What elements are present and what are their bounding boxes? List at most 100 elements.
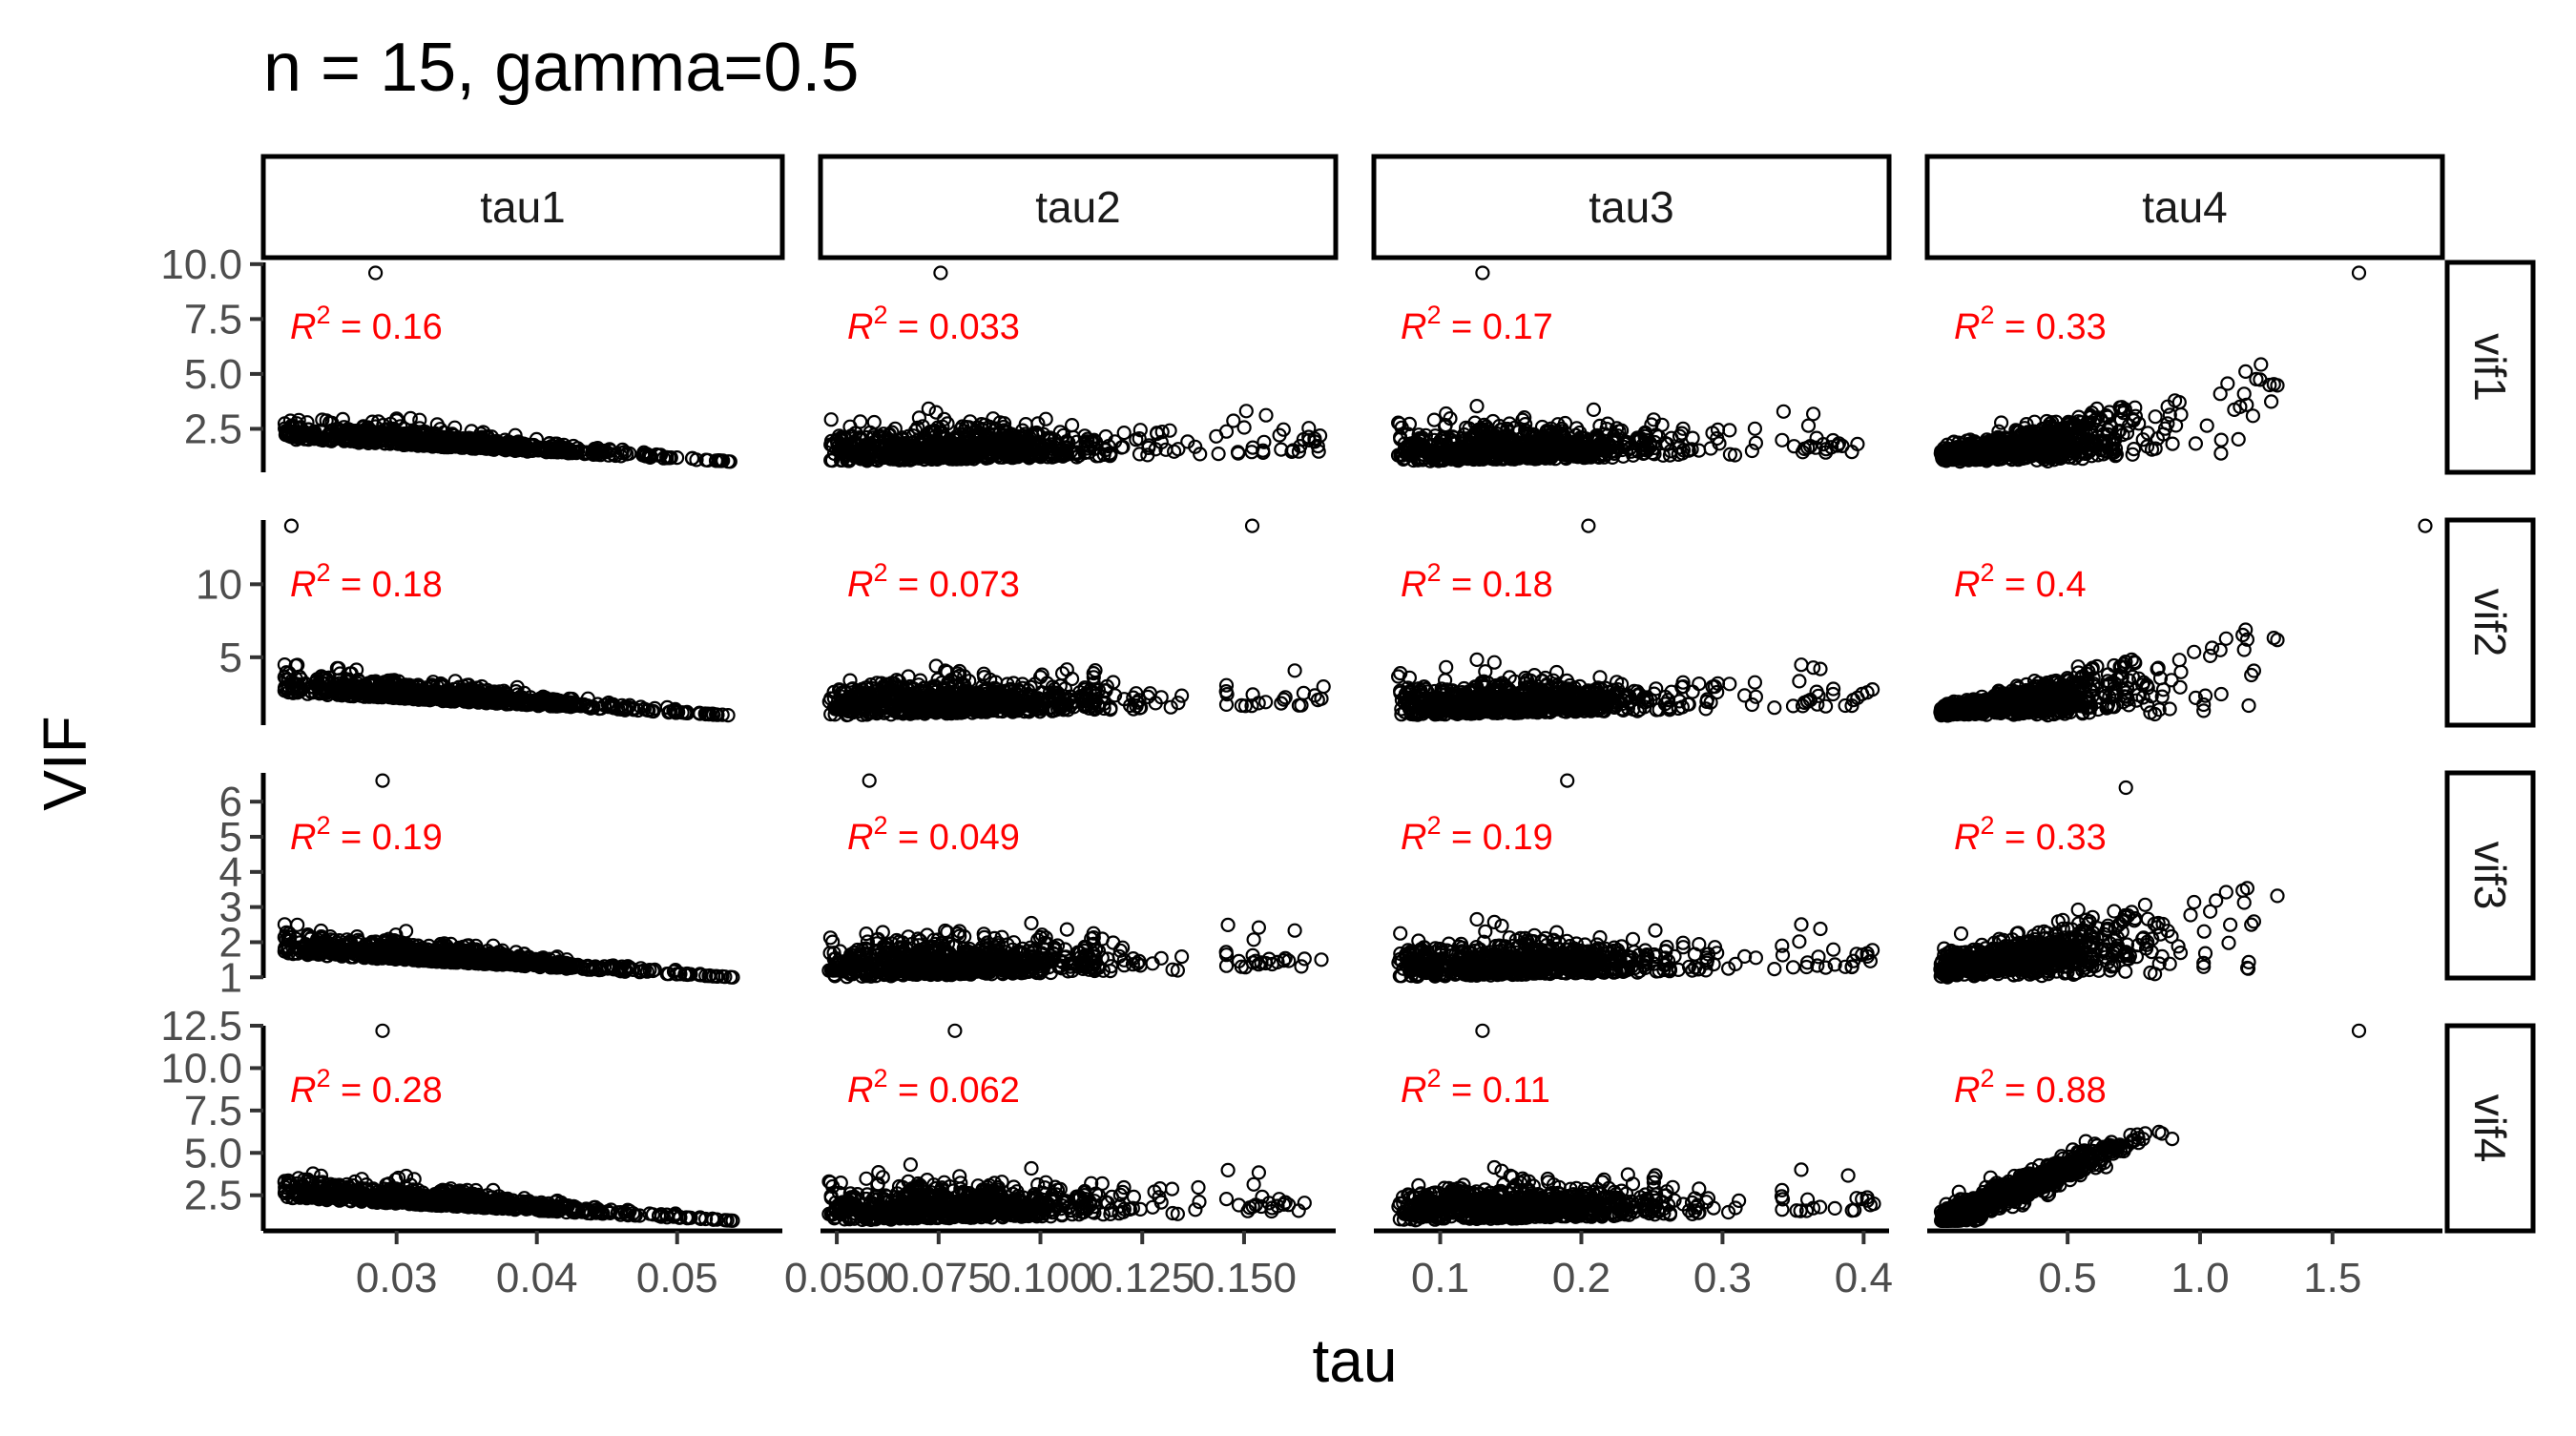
panel-tau1-vif1: R2 = 0.16 — [277, 265, 737, 469]
scatter-point — [1775, 432, 1790, 447]
scatter-point — [1274, 442, 1289, 457]
scatter-point — [1776, 404, 1792, 419]
scatter-point — [1994, 415, 2009, 430]
scatter-point — [473, 427, 488, 442]
scatter-point — [842, 673, 858, 688]
scatter-points — [277, 518, 736, 723]
column-strip-tau3: tau3 — [1371, 154, 1892, 260]
scatter-point — [1171, 442, 1186, 457]
scatter-point — [1180, 434, 1195, 449]
scatter-point — [360, 420, 375, 435]
row-strip-vif1: vif1 — [2444, 260, 2536, 475]
scatter-point — [1256, 443, 1271, 458]
scatter-point — [870, 453, 885, 468]
scatter-points — [1933, 265, 2367, 469]
chart-title: n = 15, gamma=0.5 — [263, 30, 859, 106]
scatter-point — [1794, 657, 1809, 673]
panel-tau1-vif2: R2 = 0.18 — [277, 518, 736, 723]
scatter-point — [1257, 434, 1272, 449]
scatter-point — [2213, 446, 2229, 461]
scatter-point — [1258, 407, 1274, 423]
scatter-point — [908, 450, 924, 466]
column-strip-label: tau4 — [2142, 182, 2228, 232]
scatter-point — [830, 436, 845, 451]
scatter-point — [449, 431, 465, 447]
scatter-point — [921, 401, 936, 416]
scatter-point — [1064, 418, 1080, 433]
scatter-point — [434, 439, 449, 454]
scatter-point — [1132, 423, 1148, 438]
scatter-points — [1390, 265, 1865, 468]
scatter-point — [366, 434, 383, 449]
row-strip-box — [2444, 770, 2536, 981]
scatter-points — [823, 265, 1328, 468]
scatter-point — [1469, 652, 1485, 668]
scatter-point — [994, 436, 1009, 451]
scatter-point — [1140, 447, 1155, 463]
scatter-point — [928, 405, 944, 420]
scatter-point — [2254, 357, 2269, 372]
row-strip-vif3: vif3 — [2444, 770, 2536, 981]
scatter-point — [1226, 413, 1241, 428]
scatter-point — [1078, 436, 1093, 451]
scatter-point — [566, 438, 581, 454]
scatter-point — [2199, 418, 2214, 433]
scatter-point — [544, 445, 559, 460]
scatter-point — [1722, 423, 1737, 438]
panel-tau3-vif1: R2 = 0.17 — [1390, 265, 1865, 468]
scatter-point — [1287, 663, 1302, 678]
scatter-point — [866, 427, 882, 443]
scatter-point — [2231, 431, 2246, 447]
scatter-point — [2212, 386, 2228, 402]
scatter-point — [2264, 394, 2279, 409]
scatter-point — [1293, 439, 1308, 454]
scatter-point — [1059, 434, 1074, 449]
scatter-point — [1038, 411, 1053, 427]
scatter-point — [312, 423, 327, 438]
scatter-point — [376, 417, 391, 433]
panel-tau2-vif2: R2 = 0.073 — [821, 518, 1331, 723]
column-strip-tau2: tau2 — [818, 154, 1339, 260]
scatter-point — [1116, 426, 1132, 441]
scatter-point — [526, 437, 542, 453]
scatter-point — [1162, 423, 1177, 438]
scatter-point — [689, 452, 704, 468]
panel-tau2-vif1: R2 = 0.033 — [823, 265, 1328, 468]
scatter-point — [285, 420, 301, 435]
scatter-point — [283, 518, 299, 533]
scatter-point — [497, 440, 512, 455]
scatter-point — [2188, 436, 2203, 451]
row-strip-label: vif4 — [2465, 1094, 2515, 1163]
scatter-point — [978, 449, 993, 465]
column-strip-label: tau2 — [1035, 182, 1121, 232]
row-strip-box — [2444, 1023, 2536, 1234]
scatter-point — [1238, 404, 1254, 419]
row-strip-box — [2444, 517, 2536, 728]
scatter-point — [635, 447, 651, 463]
scatter-point — [1800, 418, 1817, 433]
scatter-point — [1818, 698, 1834, 714]
scatter-point — [1149, 426, 1165, 441]
y-axis-title: VIF — [31, 716, 99, 811]
column-strip-label: tau1 — [480, 182, 566, 232]
r-squared-label: R2 = 0.16 — [290, 301, 443, 347]
scatter-point — [933, 265, 948, 281]
scatter-point — [642, 448, 657, 464]
scatter-point — [859, 429, 875, 446]
scatter-point — [1218, 424, 1235, 439]
row-strip-box — [2444, 260, 2536, 475]
scatter-point — [931, 442, 946, 457]
scatter-point — [1230, 445, 1246, 460]
scatter-point — [698, 452, 714, 468]
r-squared-label: R2 = 0.33 — [1954, 301, 2107, 347]
column-strip-box — [260, 154, 785, 260]
scatter-point — [282, 413, 298, 428]
scatter-point — [2148, 409, 2163, 425]
scatter-point — [1469, 399, 1485, 414]
scatter-point — [350, 423, 365, 438]
scatter-point — [501, 437, 516, 452]
scatter-point — [572, 444, 589, 459]
scatter-point — [2213, 432, 2229, 447]
scatter-point — [592, 447, 609, 463]
r-squared-label: R2 = 0.073 — [847, 558, 1020, 605]
